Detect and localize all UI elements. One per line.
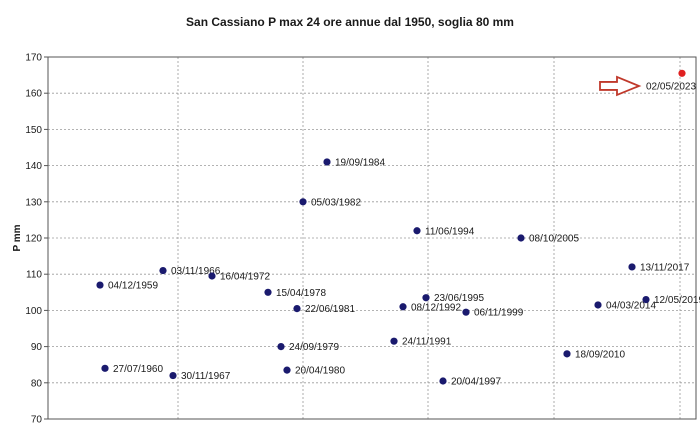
data-point xyxy=(413,227,421,235)
data-point-label: 12/05/2019 xyxy=(654,295,700,306)
data-point xyxy=(159,266,167,275)
data-point xyxy=(283,366,291,374)
data-point xyxy=(264,288,272,296)
data-point-label: 24/11/1991 xyxy=(402,337,452,348)
annotation-label: 02/05/2023 xyxy=(646,81,696,92)
data-point xyxy=(594,301,602,309)
data-point xyxy=(299,198,307,206)
data-point-label: 16/04/1972 xyxy=(220,272,270,283)
y-tick-label: 140 xyxy=(25,161,42,172)
data-point-label: 11/06/1994 xyxy=(425,226,475,237)
data-point xyxy=(422,294,430,302)
data-point xyxy=(293,304,301,313)
data-point xyxy=(96,281,104,289)
y-tick-label: 100 xyxy=(25,306,42,317)
data-point-label: 20/04/1980 xyxy=(295,366,345,377)
gridlines xyxy=(48,57,696,419)
data-point-label: 30/11/1967 xyxy=(181,371,231,382)
data-point xyxy=(101,364,109,372)
data-point-label: 08/10/2005 xyxy=(529,234,579,245)
y-tick-label: 80 xyxy=(31,378,43,389)
data-point xyxy=(169,371,177,380)
data-point xyxy=(277,343,285,351)
data-point xyxy=(642,295,650,304)
y-tick-label: 70 xyxy=(31,415,43,426)
y-axis-label: P mm xyxy=(12,224,23,251)
data-point xyxy=(399,303,407,311)
data-point xyxy=(390,337,398,345)
data-point xyxy=(439,377,447,385)
y-axis: 70 80 90 100 110 120 130 140 150 160 170 xyxy=(25,53,48,426)
y-tick-label: 130 xyxy=(25,197,42,208)
data-point-label: 18/09/2010 xyxy=(575,349,625,360)
data-point-label: 03/11/1966 xyxy=(171,266,221,277)
y-tick-label: 120 xyxy=(25,234,42,245)
data-point-label: 08/12/1992 xyxy=(411,302,461,313)
data-point-label: 04/03/2014 xyxy=(606,300,656,311)
data-point-label: 23/06/1995 xyxy=(434,293,484,304)
data-point-label: 20/04/1997 xyxy=(451,376,501,387)
chart-title: San Cassiano P max 24 ore annue dal 1950… xyxy=(186,15,514,29)
data-point xyxy=(628,263,636,271)
data-point xyxy=(678,69,686,77)
data-point xyxy=(563,350,571,358)
data-point-label: 19/09/1984 xyxy=(335,157,385,168)
data-point-label: 13/11/2017 xyxy=(640,262,690,273)
data-point xyxy=(323,158,331,166)
y-tick-label: 170 xyxy=(25,53,42,64)
data-points: 04/12/1959 27/07/1960 03/11/1966 30/11/1967… xyxy=(96,69,700,387)
y-tick-label: 150 xyxy=(25,125,42,136)
y-tick-label: 110 xyxy=(26,270,42,281)
data-point-label: 15/04/1978 xyxy=(276,288,326,299)
data-point-label: 05/03/1982 xyxy=(311,197,361,208)
data-point-label: 27/07/1960 xyxy=(113,364,163,375)
y-tick-label: 90 xyxy=(31,342,43,353)
data-point xyxy=(517,234,525,242)
annotation-arrow: 02/05/2023 xyxy=(599,75,696,97)
data-point xyxy=(208,272,216,280)
arrow-shape xyxy=(599,75,642,97)
y-tick-label: 160 xyxy=(25,89,42,100)
data-point-label: 24/09/1979 xyxy=(289,342,339,353)
data-point-label: 22/06/1981 xyxy=(305,304,355,315)
data-point-label: 06/11/1999 xyxy=(474,308,524,319)
data-point xyxy=(462,308,470,316)
data-point-label: 04/12/1959 xyxy=(108,281,158,292)
